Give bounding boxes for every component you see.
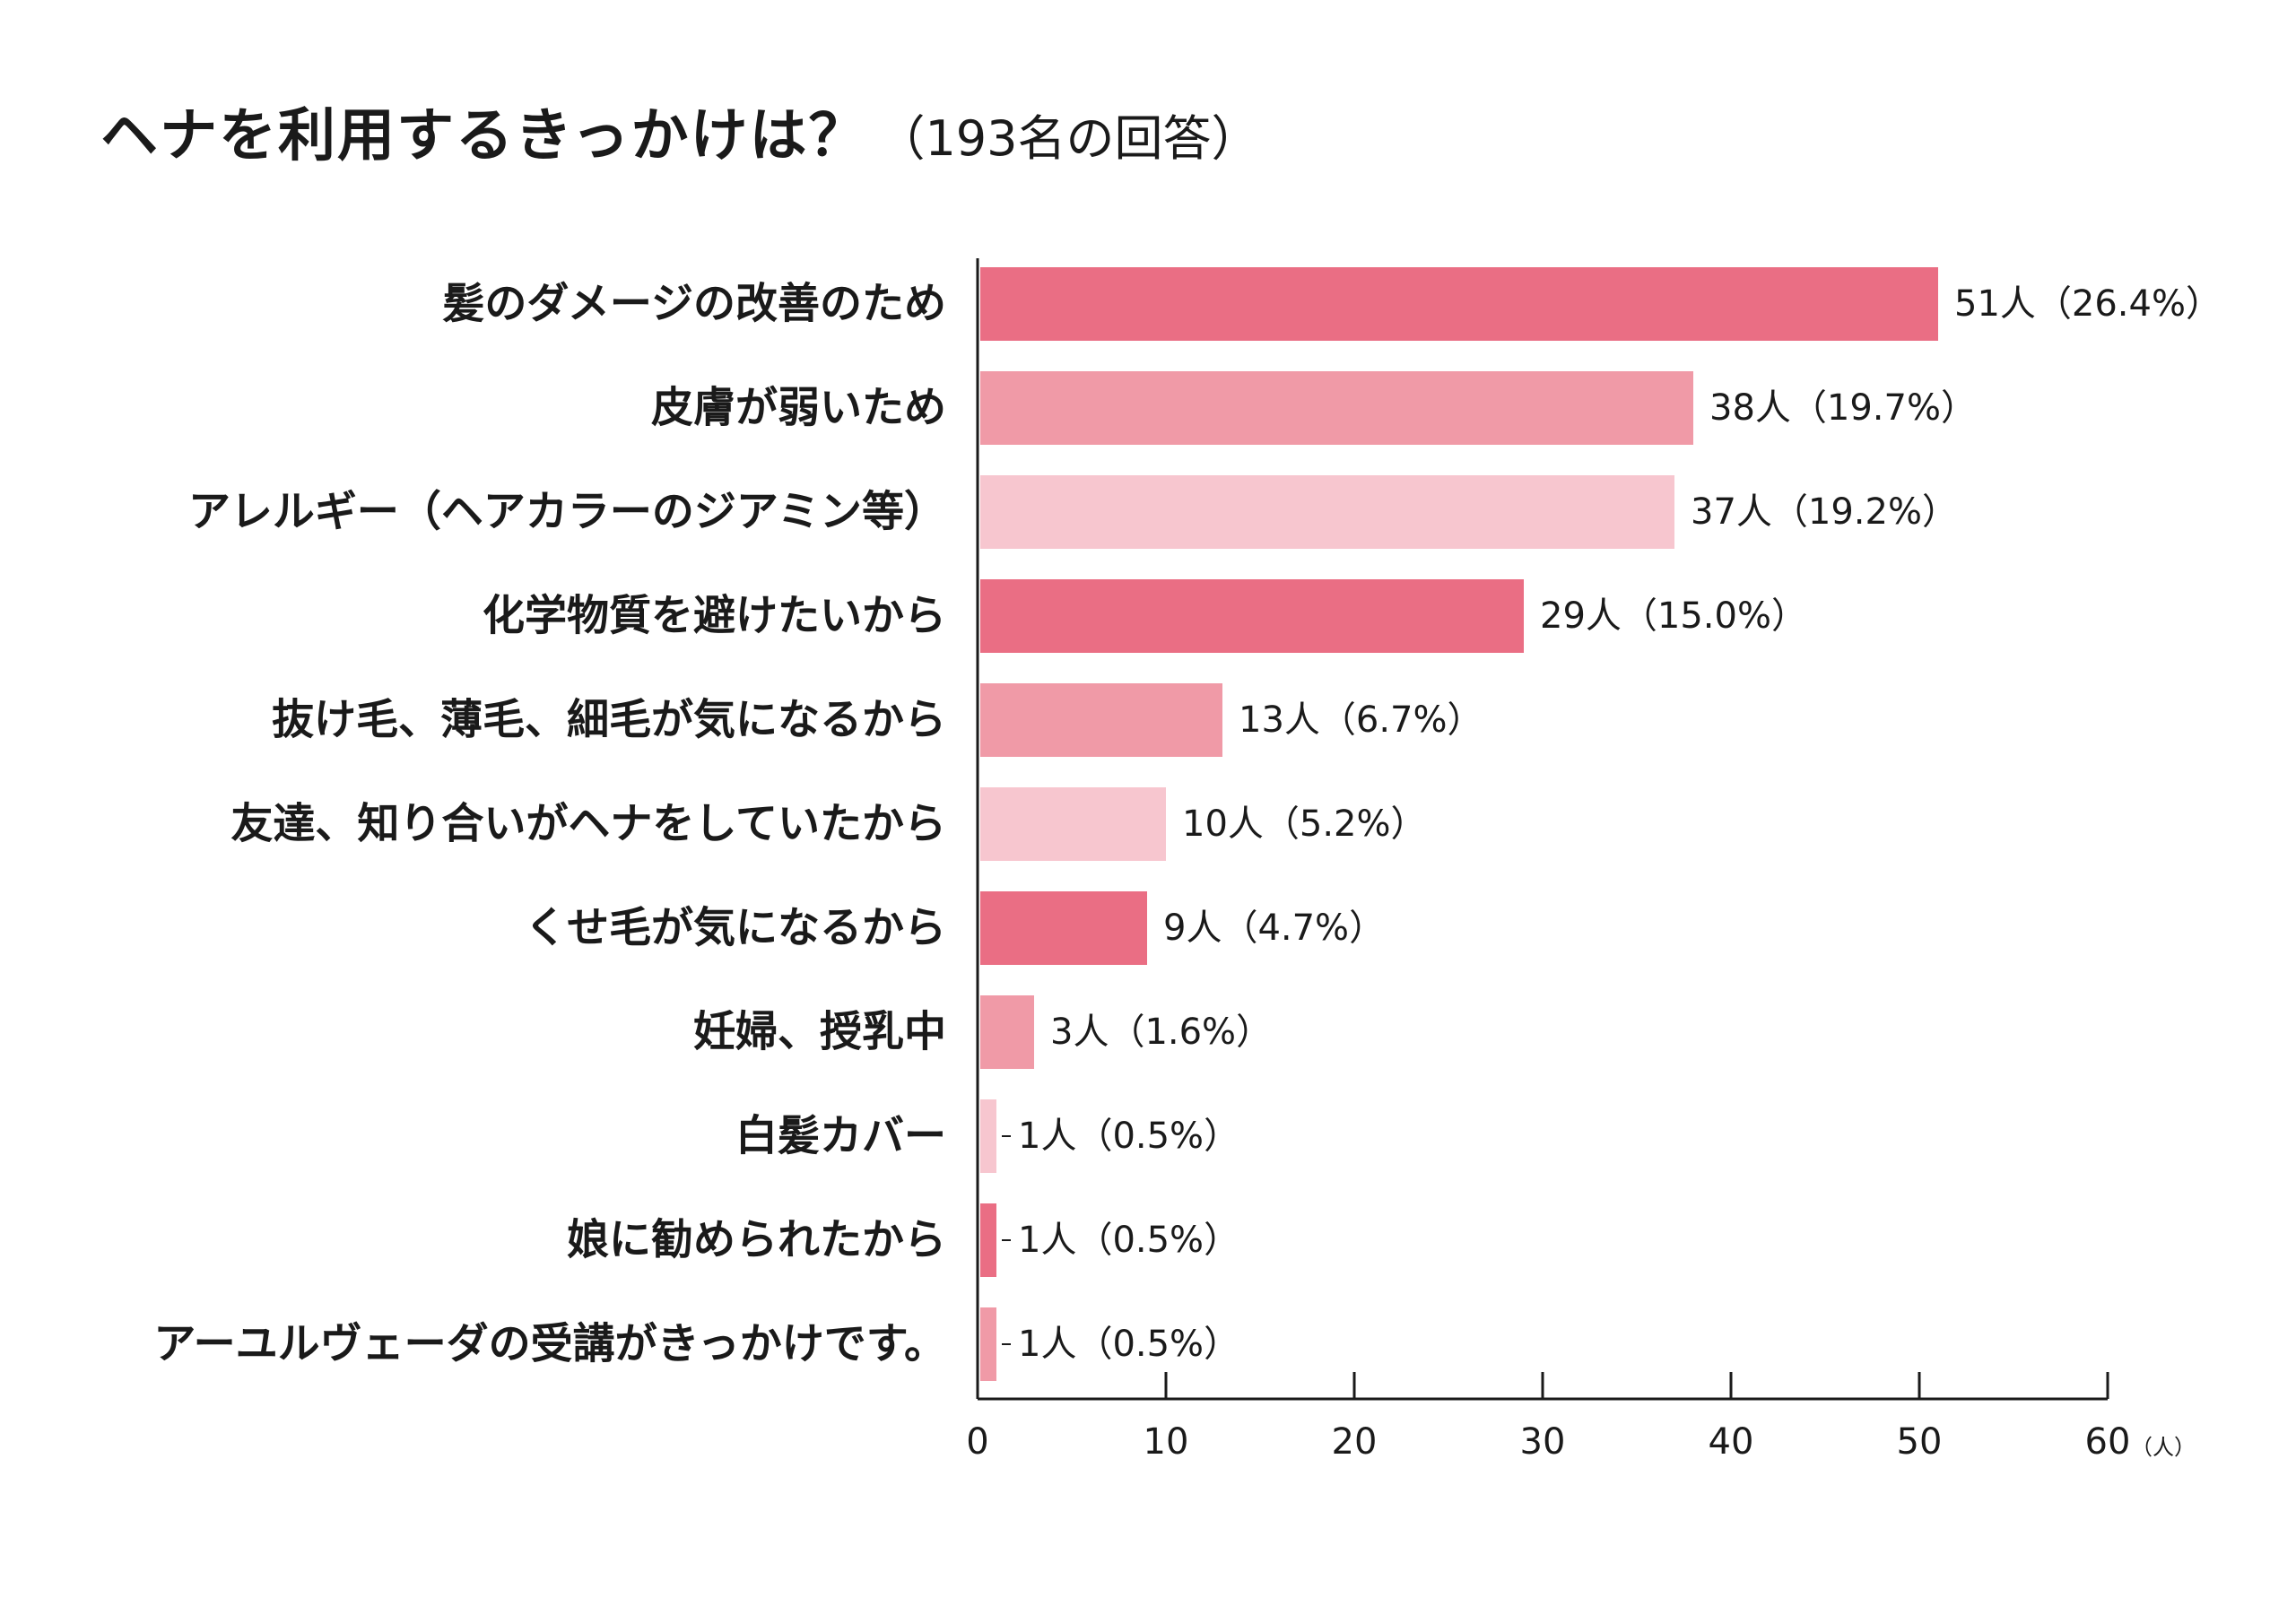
value-labels-group: 51人（26.4%） 38人（19.7%） 37人（19.2%） 29人（15.0%）… (1002, 283, 2222, 1365)
x-tick-label: 0 (966, 1421, 988, 1463)
x-tick-label: 30 (1520, 1421, 1566, 1463)
bar (980, 995, 1034, 1069)
category-label: アーユルヴェーダの受講がきっかけです。 (153, 1320, 946, 1369)
category-label: くせ毛が気になるから (525, 904, 946, 953)
bar (980, 787, 1166, 861)
bar (980, 475, 1674, 549)
value-label: 38人（19.7%） (1709, 387, 1977, 429)
category-label: 皮膚が弱いため (651, 384, 946, 433)
bar (980, 1203, 996, 1277)
x-tick-label: 20 (1332, 1421, 1378, 1463)
x-tick-label: 10 (1144, 1421, 1189, 1463)
bar (980, 1307, 996, 1381)
axes-group: 0 10 20 30 40 50 60 （人） (966, 258, 2196, 1463)
category-label: 娘に勧められたから (567, 1216, 946, 1265)
chart-title: ヘナを利用するきっかけは？ （193名の回答） (100, 90, 1260, 172)
x-tick-label: 50 (1897, 1421, 1943, 1463)
value-label: 51人（26.4%） (1954, 283, 2222, 325)
bar (980, 683, 1222, 757)
category-label: 化学物質を避けたいから (483, 592, 946, 641)
value-label: 10人（5.2%） (1182, 803, 1427, 845)
category-label: アレルギー（ヘアカラーのジアミン等） (188, 488, 946, 537)
bar (980, 579, 1524, 653)
bar (980, 371, 1693, 445)
x-tick-label: 60 (2085, 1421, 2131, 1463)
category-label: 妊婦、授乳中 (693, 1008, 946, 1057)
category-label: 抜け毛、薄毛、細毛が気になるから (272, 696, 946, 745)
category-label: 白髪カバー (735, 1112, 946, 1161)
value-label: 1人（0.5%） (1018, 1116, 1239, 1157)
x-tick-label: 40 (1709, 1421, 1754, 1463)
value-label: 3人（1.6%） (1050, 1012, 1272, 1053)
chart-title-main: ヘナを利用するきっかけは？ (100, 103, 868, 169)
value-label: 29人（15.0%） (1540, 595, 1807, 637)
value-label: 37人（19.2%） (1691, 491, 1958, 533)
bar (980, 267, 1938, 341)
value-label: 9人（4.7%） (1163, 908, 1385, 949)
category-label: 髪のダメージの改善のため (442, 280, 946, 329)
value-label: 1人（0.5%） (1018, 1324, 1239, 1365)
value-label: 1人（0.5%） (1018, 1220, 1239, 1261)
value-label: 13人（6.7%） (1239, 699, 1483, 741)
x-unit-label: （人） (2131, 1435, 2196, 1460)
bars-group (980, 267, 1938, 1381)
bar (980, 1099, 996, 1173)
bar (980, 891, 1147, 965)
chart-title-sub: （193名の回答） (876, 110, 1260, 167)
category-label: 友達、知り合いがヘナをしていたから (230, 800, 946, 849)
